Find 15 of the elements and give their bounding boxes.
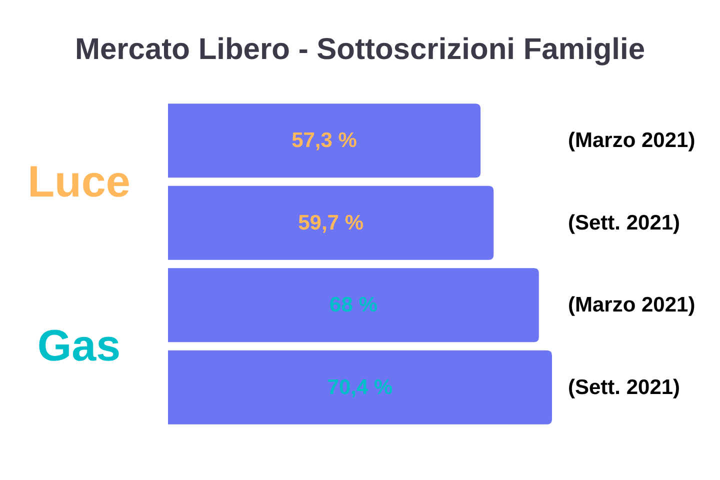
data-label: 68 % bbox=[330, 294, 378, 317]
data-label: 57,3 % bbox=[292, 129, 358, 152]
data-label: 59,7 % bbox=[298, 211, 364, 234]
bar bbox=[168, 268, 539, 342]
series-label: Gas bbox=[37, 322, 121, 371]
y-tick-label: (Sett. 2021) bbox=[568, 211, 680, 234]
chart-title: Mercato Libero - Sottoscrizioni Famiglie bbox=[74, 33, 646, 66]
data-label: 70,4 % bbox=[327, 376, 394, 399]
y-tick-label: (Marzo 2021) bbox=[568, 294, 696, 317]
y-tick-label: (Marzo 2021) bbox=[568, 129, 696, 152]
bar bbox=[168, 350, 552, 424]
bar bbox=[168, 186, 494, 260]
series-label: Luce bbox=[28, 157, 130, 206]
y-tick-label: (Sett. 2021) bbox=[568, 376, 680, 399]
bar bbox=[168, 104, 481, 178]
